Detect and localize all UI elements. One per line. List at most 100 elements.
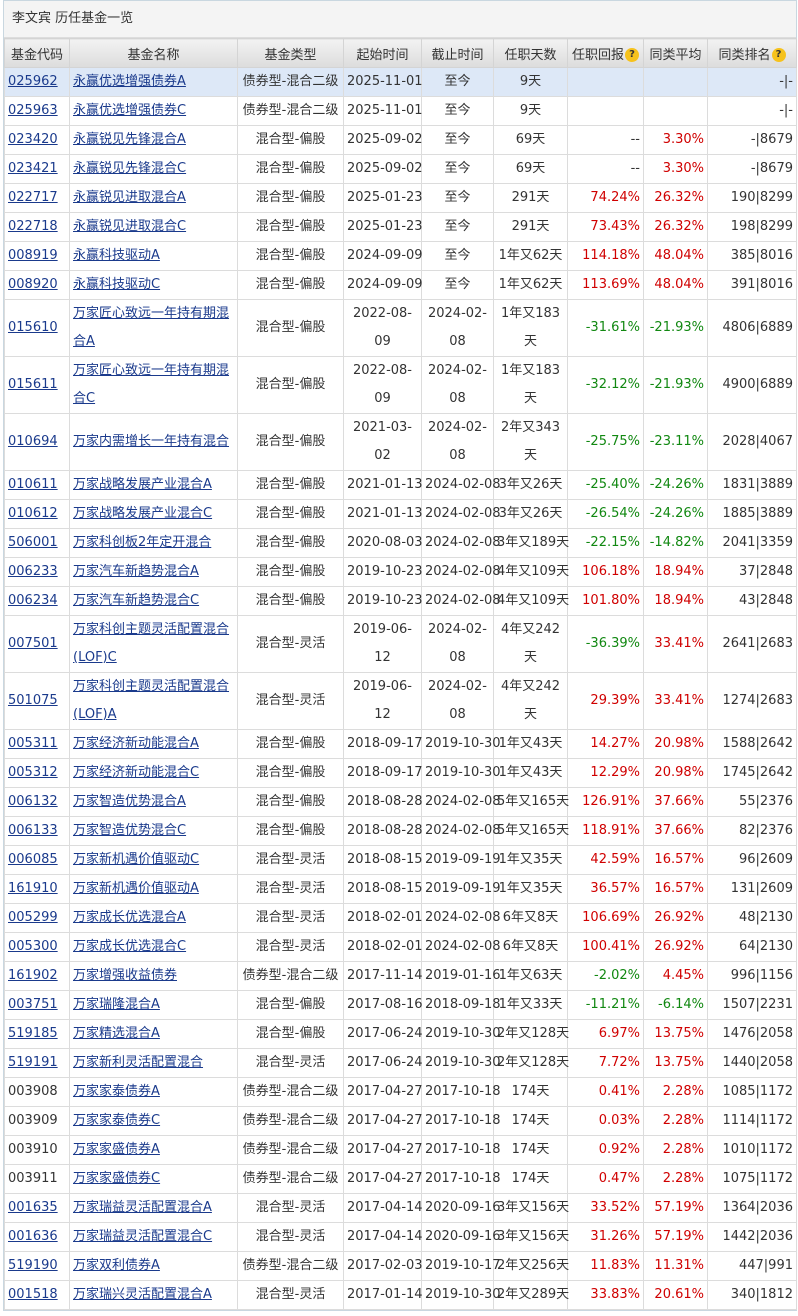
fund-name-link[interactable]: 万家经济新动能混合A <box>73 736 199 751</box>
start-date: 2025-09-02 <box>347 132 423 147</box>
fund-code-link[interactable]: 006132 <box>8 794 58 809</box>
fund-code-cell: 501075 <box>4 672 70 730</box>
start-date-cell: 2017-04-27 <box>343 1106 423 1136</box>
fund-name-link[interactable]: 万家瑞益灵活配置混合C <box>73 1229 213 1244</box>
tenure-return-cell: 0.47% <box>567 1164 644 1194</box>
fund-name-link[interactable]: 万家成长优选混合A <box>73 910 186 925</box>
fund-name-link[interactable]: 万家瑞隆混合A <box>73 997 160 1012</box>
end-date: 2024-02-08 <box>425 535 501 550</box>
fund-name-link[interactable]: 万家智造优势混合C <box>73 823 187 838</box>
fund-name-link[interactable]: 万家科创主题灵活配置混合(LOF)C <box>73 622 230 665</box>
fund-code-link[interactable]: 001636 <box>8 1229 58 1244</box>
fund-name-link[interactable]: 万家瑞益灵活配置混合A <box>73 1200 212 1215</box>
peer-average: -24.26% <box>649 477 704 492</box>
fund-name-cell: 万家瑞益灵活配置混合A <box>69 1193 238 1223</box>
fund-code-link[interactable]: 006085 <box>8 852 58 867</box>
fund-name-link[interactable]: 万家汽车新趋势混合C <box>73 593 200 608</box>
fund-name-link[interactable]: 万家精选混合A <box>73 1026 160 1041</box>
fund-name-link[interactable]: 万家家泰债券C <box>73 1113 161 1128</box>
fund-name-link[interactable]: 万家内需增长一年持有混合 <box>73 434 230 449</box>
help-icon[interactable]: ? <box>771 48 786 62</box>
fund-name-cell: 永赢优选增强债券A <box>69 67 238 97</box>
fund-code-cell: 006132 <box>4 787 70 817</box>
fund-code-cell: 003908 <box>4 1077 70 1107</box>
fund-code-link[interactable]: 006133 <box>8 823 58 838</box>
fund-name-link[interactable]: 永赢锐见进取混合A <box>73 190 186 205</box>
fund-code-link[interactable]: 001635 <box>8 1200 58 1215</box>
fund-name-link[interactable]: 永赢优选增强债券C <box>73 103 187 118</box>
fund-code-link[interactable]: 161910 <box>8 881 58 896</box>
fund-code-link[interactable]: 506001 <box>8 535 58 550</box>
fund-name-link[interactable]: 万家瑞兴灵活配置混合A <box>73 1287 212 1302</box>
table-row: 010694 万家内需增长一年持有混合 混合型-偏股 2021-03-02 2024-0… <box>4 413 797 471</box>
fund-name-link[interactable]: 永赢锐见先锋混合A <box>73 132 186 147</box>
fund-name-link[interactable]: 万家匠心致远一年持有期混合C <box>73 363 230 406</box>
fund-name-link[interactable]: 万家科创板2年定开混合 <box>73 535 212 550</box>
fund-code-link[interactable]: 006233 <box>8 564 58 579</box>
fund-name-link[interactable]: 万家汽车新趋势混合A <box>73 564 199 579</box>
fund-name-link[interactable]: 万家家盛债券C <box>73 1171 161 1186</box>
fund-name-link[interactable]: 万家科创主题灵活配置混合(LOF)A <box>73 679 230 722</box>
start-date-cell: 2017-04-27 <box>343 1077 423 1107</box>
fund-name-link[interactable]: 万家新机遇价值驱动A <box>73 881 199 896</box>
fund-type: 混合型-偏股 <box>255 1026 326 1041</box>
fund-code-link[interactable]: 005312 <box>8 765 58 780</box>
fund-name-link[interactable]: 永赢锐见先锋混合C <box>73 161 187 176</box>
peer-rank-cell: 4900|6889 <box>707 356 797 414</box>
fund-name-link[interactable]: 永赢科技驱动A <box>73 248 160 263</box>
fund-name-link[interactable]: 万家战略发展产业混合C <box>73 506 213 521</box>
fund-code-link[interactable]: 005300 <box>8 939 58 954</box>
fund-code-link[interactable]: 519185 <box>8 1026 58 1041</box>
tenure-return-cell: 29.39% <box>567 672 644 730</box>
fund-code-link[interactable]: 005311 <box>8 736 58 751</box>
peer-average: 37.66% <box>654 823 704 838</box>
fund-code-link[interactable]: 025963 <box>8 103 58 118</box>
fund-code-link[interactable]: 005299 <box>8 910 58 925</box>
end-date: 至今 <box>444 219 471 234</box>
peer-rank: 1745|2642 <box>722 765 793 780</box>
fund-name-link[interactable]: 万家双利债券A <box>73 1258 160 1273</box>
fund-code-link[interactable]: 023420 <box>8 132 58 147</box>
fund-name-link[interactable]: 万家增强收益债券 <box>73 968 178 983</box>
fund-code-link[interactable]: 010612 <box>8 506 58 521</box>
fund-code-link[interactable]: 023421 <box>8 161 58 176</box>
fund-name-link[interactable]: 永赢科技驱动C <box>73 277 161 292</box>
fund-code-link[interactable]: 010694 <box>8 434 58 449</box>
fund-name-link[interactable]: 万家新利灵活配置混合 <box>73 1055 204 1070</box>
fund-code-link[interactable]: 008919 <box>8 248 58 263</box>
fund-code-link[interactable]: 007501 <box>8 636 58 651</box>
fund-name-link[interactable]: 万家家盛债券A <box>73 1142 160 1157</box>
fund-code-link[interactable]: 025962 <box>8 74 58 89</box>
fund-code-link[interactable]: 015611 <box>8 377 58 392</box>
fund-code-link[interactable]: 161902 <box>8 968 58 983</box>
fund-name-link[interactable]: 万家战略发展产业混合A <box>73 477 212 492</box>
fund-type: 债券型-混合二级 <box>242 103 339 118</box>
fund-code-link[interactable]: 003751 <box>8 997 58 1012</box>
fund-name-link[interactable]: 永赢优选增强债券A <box>73 74 186 89</box>
peer-average-cell: 20.98% <box>643 758 708 788</box>
fund-name-link[interactable]: 万家匠心致远一年持有期混合A <box>73 306 230 349</box>
fund-name-link[interactable]: 万家智造优势混合A <box>73 794 186 809</box>
fund-name-link[interactable]: 永赢锐见进取混合C <box>73 219 187 234</box>
fund-code-link[interactable]: 010611 <box>8 477 58 492</box>
end-date-cell: 2018-09-18 <box>421 990 501 1020</box>
fund-code-link[interactable]: 015610 <box>8 320 58 335</box>
fund-code-link[interactable]: 022718 <box>8 219 58 234</box>
fund-code-link[interactable]: 006234 <box>8 593 58 608</box>
fund-name-link[interactable]: 万家经济新动能混合C <box>73 765 200 780</box>
fund-name-link[interactable]: 万家成长优选混合C <box>73 939 187 954</box>
fund-name-link[interactable]: 万家新机遇价值驱动C <box>73 852 200 867</box>
fund-code-link[interactable]: 501075 <box>8 693 58 708</box>
fund-code-link[interactable]: 022717 <box>8 190 58 205</box>
fund-code-link[interactable]: 008920 <box>8 277 58 292</box>
table-row: 003910 万家家盛债券A 债券型-混合二级 2017-04-27 2017-10-1… <box>4 1135 797 1165</box>
help-icon[interactable]: ? <box>625 48 639 62</box>
peer-average-cell: 4.45% <box>643 961 708 991</box>
fund-code-link[interactable]: 001518 <box>8 1287 58 1302</box>
tenure-return: 31.26% <box>590 1229 640 1244</box>
fund-code-link[interactable]: 519190 <box>8 1258 58 1273</box>
peer-average: 48.04% <box>654 248 704 263</box>
peer-rank: 2641|2683 <box>722 636 793 651</box>
fund-code-link[interactable]: 519191 <box>8 1055 58 1070</box>
fund-name-link[interactable]: 万家家泰债券A <box>73 1084 160 1099</box>
